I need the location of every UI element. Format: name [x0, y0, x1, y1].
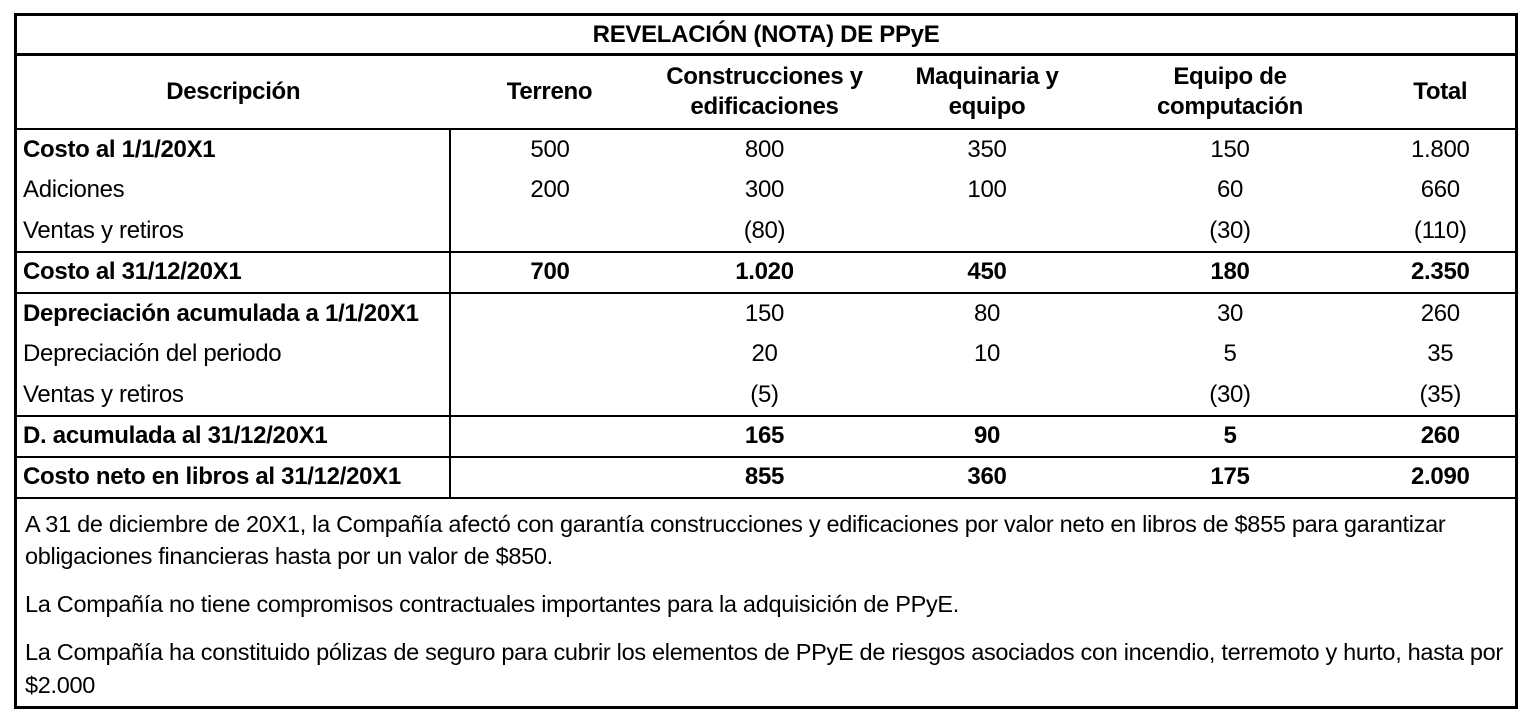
value-cell: 1.020: [649, 250, 880, 294]
value-cell: (35): [1419, 380, 1462, 408]
value-cell: 150: [1210, 135, 1250, 163]
row-label: Ventas y retiros: [15, 210, 451, 252]
table-row: Adiciones 200 300 100 60 660: [15, 169, 1517, 211]
value-cell: (80): [743, 216, 786, 244]
notes-row: A 31 de diciembre de 20X1, la Compañía a…: [15, 496, 1517, 708]
value-cell: [450, 334, 650, 375]
note-paragraph: A 31 de diciembre de 20X1, la Compañía a…: [25, 510, 1446, 570]
column-header-row: Descripción Terreno Construcciones y edifi…: [15, 54, 1517, 130]
row-label: Depreciación acumulada a 1/1/20X1: [15, 292, 451, 334]
note-paragraph: La Compañía ha constituido pólizas de se…: [25, 639, 1503, 699]
value-cell: 80: [973, 299, 1001, 327]
value-cell: 800: [744, 135, 785, 163]
value-cell: 5: [1094, 414, 1366, 458]
value-cell: 2.350: [1365, 250, 1517, 294]
value-cell: [450, 293, 650, 334]
value-cell: 1.800: [1411, 135, 1470, 163]
value-cell: 180: [1094, 250, 1366, 294]
value-cell: (110): [1413, 216, 1467, 244]
table-row: Ventas y retiros (80) (30) (110): [15, 210, 1517, 252]
row-label: Costo al 1/1/20X1: [15, 128, 451, 170]
column-header: Total: [1365, 54, 1517, 130]
value-cell: 20: [751, 340, 778, 367]
value-cell: (5): [750, 380, 779, 408]
value-cell: 165: [649, 414, 880, 458]
value-cell: 360: [879, 455, 1095, 499]
table-title: REVELACIÓN (NOTA) DE PPyE: [15, 14, 1517, 56]
value-cell: 500: [530, 135, 570, 163]
title-row: REVELACIÓN (NOTA) DE PPyE: [15, 14, 1517, 56]
column-header: Maquinaria y equipo: [879, 54, 1095, 130]
value-cell: 2.090: [1365, 455, 1517, 499]
value-cell: 10: [973, 340, 1001, 367]
table-body: Costo al 1/1/20X1 500 800 350 150 1.800 Adicio…: [15, 128, 1517, 499]
row-label: Depreciación del periodo: [15, 333, 451, 375]
table-row: Costo al 1/1/20X1 500 800 350 150 1.800: [15, 128, 1517, 170]
value-cell: 450: [879, 250, 1095, 294]
value-cell: 660: [1420, 176, 1460, 203]
value-cell: 200: [530, 176, 570, 203]
value-cell: (30): [1209, 216, 1251, 244]
value-cell: 35: [1427, 340, 1454, 367]
row-label: Costo al 31/12/20X1: [15, 250, 451, 294]
value-cell: [880, 211, 1095, 252]
value-cell: 100: [967, 176, 1007, 203]
value-cell: [880, 375, 1095, 416]
table-row: Costo al 31/12/20X1 700 1.020 450 180 2.350: [15, 250, 1517, 294]
value-cell: (30): [1209, 380, 1251, 408]
value-cell: 30: [1216, 299, 1244, 327]
value-cell: 260: [1420, 299, 1460, 327]
column-header: Equipo de computación: [1094, 54, 1366, 130]
ppe-disclosure-table: REVELACIÓN (NOTA) DE PPyE Descripción Ter…: [14, 13, 1519, 709]
value-cell: [450, 211, 650, 252]
column-header: Construcciones y edificaciones: [649, 54, 880, 130]
value-cell: 350: [967, 135, 1007, 163]
value-cell: 300: [744, 176, 785, 203]
value-cell: 60: [1216, 176, 1244, 203]
column-header: Terreno: [449, 54, 650, 130]
table-row: Ventas y retiros (5) (30) (35): [15, 374, 1517, 416]
value-cell: 855: [649, 455, 880, 499]
row-label: Costo neto en libros al 31/12/20X1: [15, 455, 451, 499]
table-row: Depreciación del periodo 20 10 5 35: [15, 333, 1517, 375]
value-cell: [450, 375, 650, 416]
row-label: Ventas y retiros: [15, 374, 451, 416]
value-cell: 260: [1365, 414, 1517, 458]
value-cell: 150: [744, 299, 785, 327]
value-cell: 90: [879, 414, 1095, 458]
document-page: REVELACIÓN (NOTA) DE PPyE Descripción Ter…: [14, 13, 1519, 709]
value-cell: 700: [449, 250, 650, 294]
value-cell: [449, 414, 650, 458]
row-label: Adiciones: [15, 169, 451, 211]
value-cell: [449, 455, 650, 499]
column-header: Descripción: [15, 54, 450, 130]
table-row: Costo neto en libros al 31/12/20X1 855 360…: [15, 455, 1517, 499]
value-cell: 175: [1094, 455, 1366, 499]
row-label: D. acumulada al 31/12/20X1: [15, 414, 451, 458]
table-row: D. acumulada al 31/12/20X1 165 90 5 260: [15, 414, 1517, 458]
note-paragraph: La Compañía no tiene compromisos contrac…: [25, 591, 960, 618]
notes-cell: A 31 de diciembre de 20X1, la Compañía a…: [15, 496, 1517, 708]
table-row: Depreciación acumulada a 1/1/20X1 150 80 30…: [15, 292, 1517, 334]
value-cell: 5: [1223, 340, 1237, 367]
